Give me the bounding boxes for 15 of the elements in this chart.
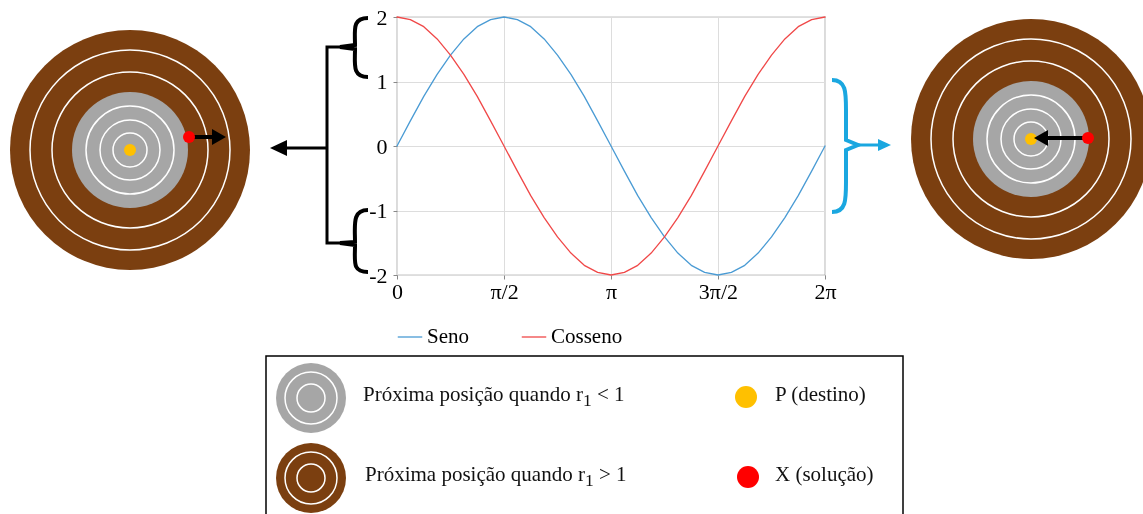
- x-tick-label: 3π/2: [698, 278, 739, 304]
- text: X (solução): [775, 462, 874, 487]
- legend-label: Cosseno: [551, 324, 623, 348]
- y-tick-label: -1: [369, 198, 388, 223]
- y-tick-label: 0: [376, 133, 388, 159]
- y-tick-label: 2: [376, 4, 388, 30]
- text: Próxima posição quando r$_{1}$ < 1: [363, 382, 625, 412]
- x-tick-label: 2π: [814, 278, 837, 304]
- legend-label: Seno: [427, 324, 469, 348]
- text: Próxima posição quando r$_{1}$ > 1: [365, 462, 627, 492]
- x-tick-label: π/2: [490, 278, 519, 304]
- text: P (destino): [775, 382, 866, 407]
- y-tick-label: 1: [376, 69, 388, 94]
- x-tick-label: π: [605, 278, 618, 304]
- y-tick-label: -2: [369, 262, 388, 288]
